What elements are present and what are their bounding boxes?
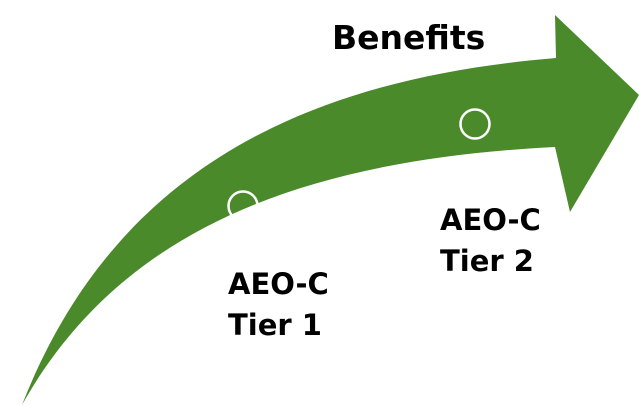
- tier-1-label-line-2: Tier 1: [228, 308, 322, 342]
- tier-2-label-line-2: Tier 2: [440, 244, 534, 278]
- arrow-body: [22, 15, 639, 405]
- diagram-title: Benefits: [332, 18, 486, 57]
- tier-2-label: AEO-C Tier 2: [440, 200, 541, 282]
- tier-1-label: AEO-C Tier 1: [228, 264, 329, 346]
- tier-1-marker-icon: [227, 190, 259, 222]
- tier-2-label-line-1: AEO-C: [440, 203, 541, 237]
- tier-1-label-line-1: AEO-C: [228, 267, 329, 301]
- tier-2-marker-icon: [459, 108, 491, 140]
